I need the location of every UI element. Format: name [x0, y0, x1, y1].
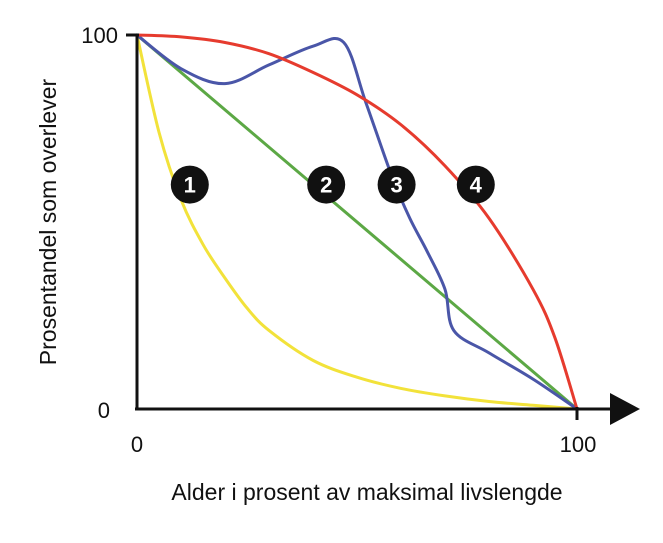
curve-badge-label: 4	[470, 173, 483, 198]
x-axis-arrowhead	[610, 393, 640, 425]
survival-curve-2	[135, 33, 579, 411]
x-tick-label-100: 100	[560, 432, 597, 457]
curve-badge-label: 1	[184, 173, 196, 198]
y-tick-label-0: 0	[98, 398, 110, 423]
series-layer	[135, 33, 579, 411]
curve-badge-2: 2	[307, 165, 346, 204]
curve-badge-circle	[170, 165, 209, 204]
survival-curve-4	[135, 33, 579, 411]
x-tick-label-0: 0	[131, 432, 143, 457]
curve-badge-label: 3	[390, 173, 402, 198]
curve-badge-circle	[377, 165, 416, 204]
curve-badge-3: 3	[377, 165, 416, 204]
curve-badge-4: 4	[456, 165, 495, 204]
y-axis-label: Prosentandel som overlever	[35, 78, 61, 365]
y-tick-label-100: 100	[81, 23, 118, 48]
x-axis-label: Alder i prosent av maksimal livslengde	[171, 479, 562, 505]
curve-badge-1: 1	[170, 165, 209, 204]
curve-badge-label: 2	[320, 173, 332, 198]
curve-badge-circle	[456, 165, 495, 204]
curve-badge-circle	[307, 165, 346, 204]
curve-label-layer: 1 2 3 4	[170, 165, 495, 204]
